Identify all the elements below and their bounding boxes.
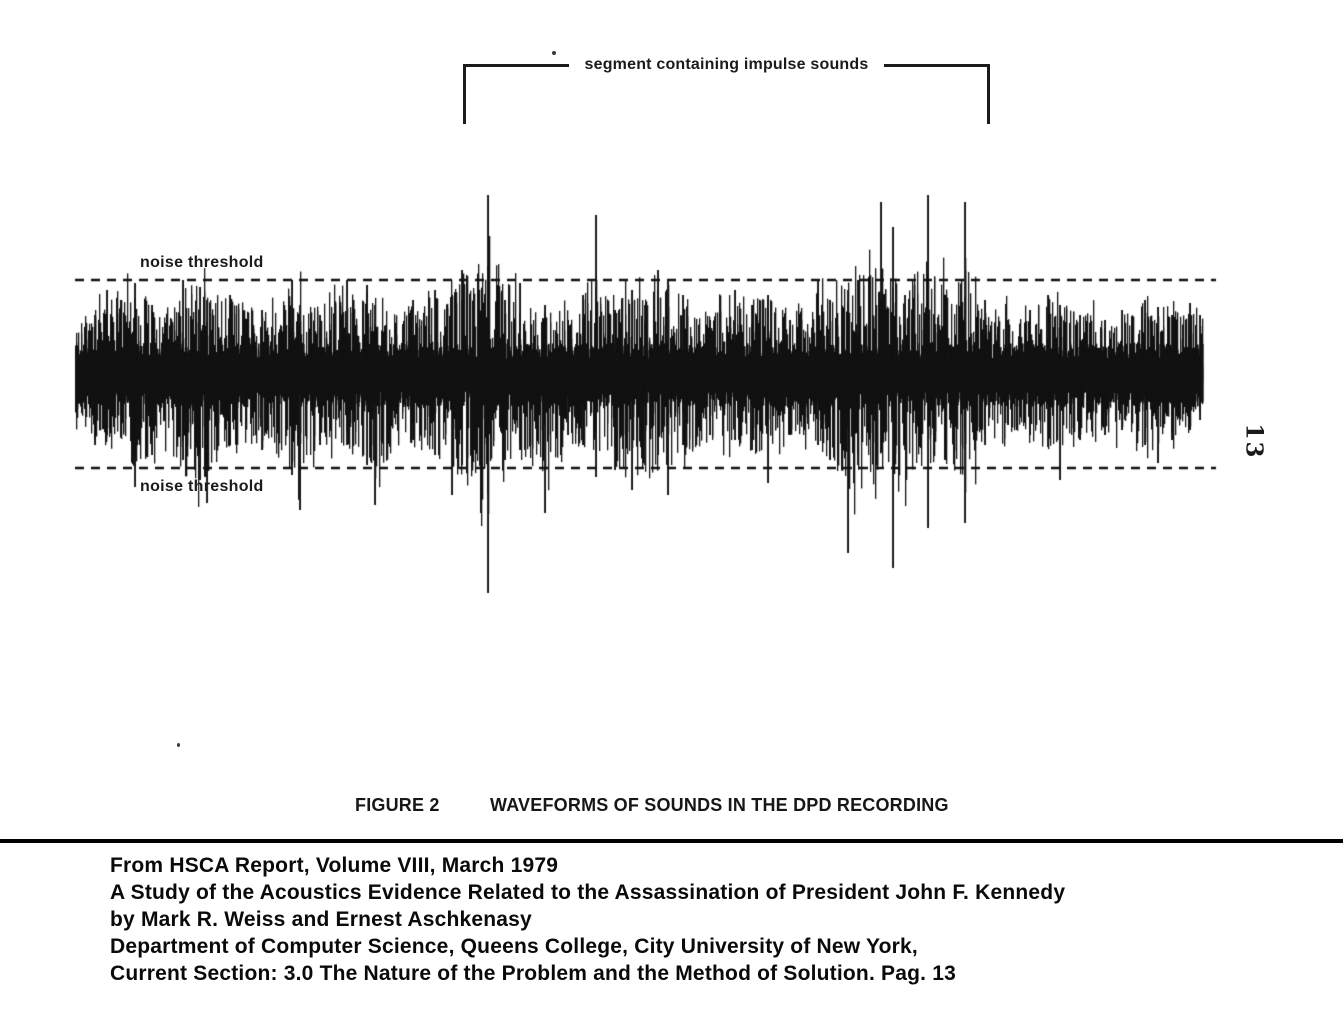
scan-speck (552, 51, 556, 55)
bracket-line-right (884, 63, 990, 67)
citation-line-authors: by Mark R. Weiss and Ernest Aschkenasy (110, 908, 532, 931)
bracket-top-line: segment containing impulse sounds (463, 55, 990, 75)
bracket-line-left (463, 63, 569, 67)
scan-speck (177, 743, 180, 747)
citation-line-affiliation: Department of Computer Science, Queens C… (110, 935, 918, 958)
impulse-segment-bracket: segment containing impulse sounds (463, 55, 990, 125)
figure-caption: FIGURE 2 WAVEFORMS OF SOUNDS IN THE DPD … (355, 795, 948, 816)
separator-line (0, 839, 1343, 843)
figure-caption-label: FIGURE 2 (355, 795, 440, 815)
bracket-label: segment containing impulse sounds (584, 56, 869, 73)
figure-caption-title: WAVEFORMS OF SOUNDS IN THE DPD RECORDING (490, 795, 949, 815)
citation-footer: From HSCA Report, Volume VIII, March 197… (110, 852, 1290, 987)
citation-line-section: Current Section: 3.0 The Nature of the P… (110, 962, 956, 985)
waveform-plot (60, 160, 1225, 620)
bracket-left-tick (463, 64, 466, 124)
citation-line-title: A Study of the Acoustics Evidence Relate… (110, 881, 1066, 904)
noise-threshold-label-top: noise threshold (140, 254, 264, 271)
side-page-number: 13 (1240, 423, 1268, 460)
noise-threshold-label-bottom: noise threshold (140, 478, 264, 495)
citation-line-source: From HSCA Report, Volume VIII, March 197… (110, 854, 559, 877)
bracket-right-tick (987, 64, 990, 124)
